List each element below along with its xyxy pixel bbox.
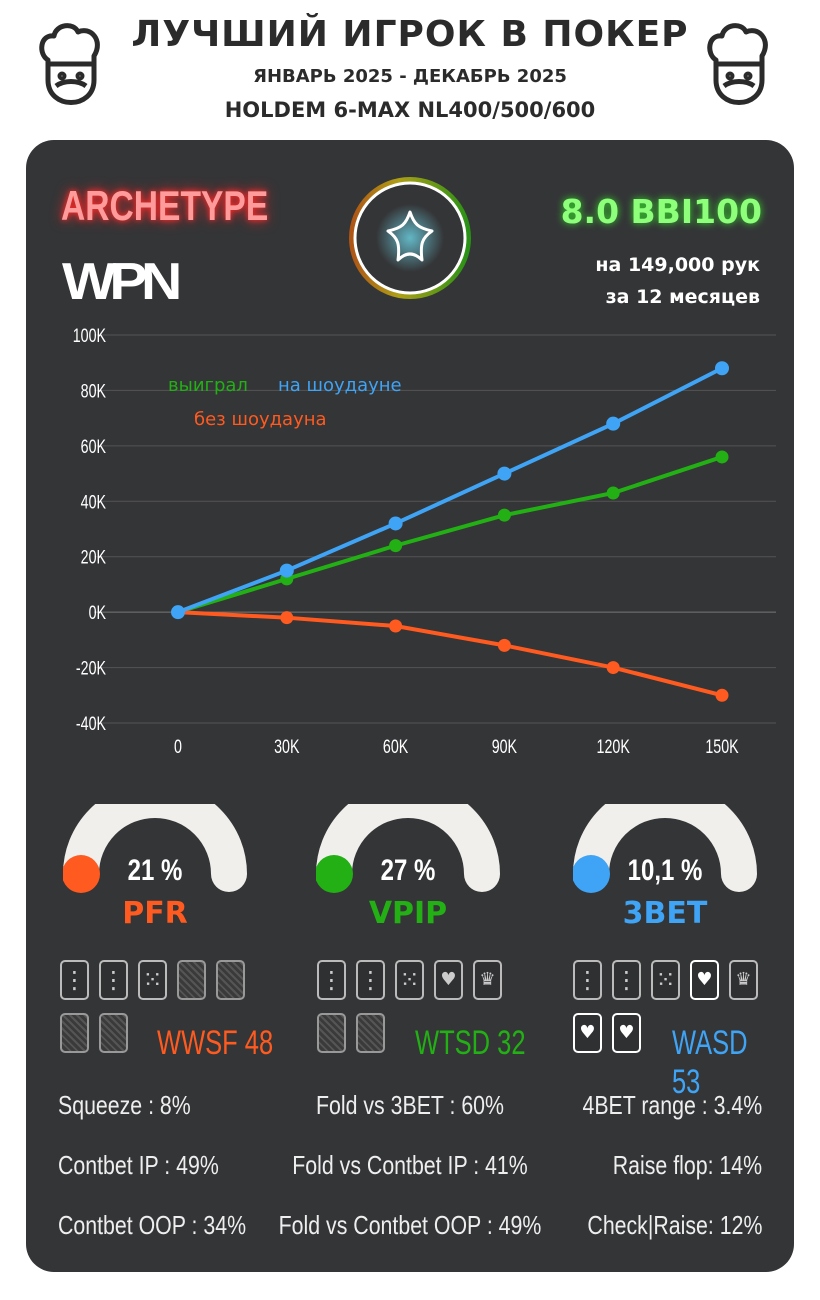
- stats-card: ARCHETYPE WPN 8.0 BBI100 на 149,000 рук …: [26, 140, 794, 1272]
- y-tick-label: 0K: [89, 602, 106, 623]
- gauge-indicator: [573, 855, 610, 893]
- legend-label: на шоудауне: [278, 375, 402, 396]
- card-stat-label: WWSF 48: [157, 1024, 274, 1062]
- network-logo: WPN: [62, 253, 182, 311]
- legend-label: выиграл: [168, 375, 248, 396]
- card-back-icon: [177, 960, 206, 1000]
- data-point: [280, 611, 294, 625]
- stat-item: Check|Raise: 12%: [586, 1210, 762, 1240]
- playing-card-icon: ♥: [690, 960, 719, 1000]
- playing-card-icon: ⋮: [317, 960, 346, 1000]
- playing-card-icon: ♛: [729, 960, 758, 1000]
- data-point: [279, 563, 294, 578]
- data-point: [497, 638, 511, 652]
- legend-label: без шоудауна: [194, 409, 327, 430]
- stat-item: Raise flop: 14%: [612, 1150, 762, 1180]
- data-point: [388, 516, 403, 531]
- x-tick-label: 120K: [597, 736, 630, 757]
- hands-count: на 149,000 рук: [595, 254, 760, 276]
- gauge-arc: [316, 804, 500, 893]
- card-back-icon: [99, 1013, 128, 1053]
- playing-card-icon: ⁙: [138, 960, 167, 1000]
- y-tick-label: 80K: [81, 380, 106, 401]
- data-point: [606, 661, 620, 675]
- star-icon: [349, 177, 471, 299]
- x-tick-label: 90K: [492, 736, 517, 757]
- stat-item: Fold vs 3BET : 60%: [315, 1090, 505, 1120]
- playing-card-icon: ⋮: [60, 960, 89, 1000]
- data-point: [497, 466, 512, 481]
- playing-card-icon: ⋮: [356, 960, 385, 1000]
- playing-card-icon: ⁙: [651, 960, 680, 1000]
- gauge-arc: [573, 804, 757, 893]
- data-point: [606, 486, 620, 500]
- gauge-indicator: [63, 855, 100, 893]
- gauge-value: 21 %: [127, 854, 183, 887]
- stat-item: Squeeze : 8%: [58, 1090, 191, 1120]
- data-point: [715, 688, 729, 702]
- data-point: [389, 539, 403, 553]
- gauge-3bet: 10,1 % 3BET: [573, 804, 757, 934]
- playing-card-icon: ⋮: [99, 960, 128, 1000]
- playing-card-icon: ♥: [573, 1013, 602, 1053]
- stat-item: Contbet OOP : 34%: [58, 1210, 247, 1240]
- gauge-arc: [63, 804, 247, 893]
- playing-card-icon: ♛: [473, 960, 502, 1000]
- chef-icon: [707, 23, 768, 105]
- playing-card-icon: ♥: [434, 960, 463, 1000]
- data-point: [497, 508, 511, 522]
- archetype-label: ARCHETYPE: [61, 182, 269, 229]
- y-tick-label: 60K: [81, 436, 106, 457]
- series-line: [177, 455, 723, 615]
- stat-item: Contbet IP : 49%: [58, 1150, 219, 1180]
- period: ЯНВАРЬ 2025 - ДЕКАБРЬ 2025: [253, 66, 567, 87]
- card-back-icon: [60, 1013, 89, 1053]
- playing-card-icon: ♥: [612, 1013, 641, 1053]
- gauge-pfr: 21 % PFR: [63, 804, 247, 934]
- y-tick-label: -20K: [76, 658, 106, 679]
- data-point: [715, 450, 729, 464]
- card-stat-label: WTSD 32: [415, 1024, 526, 1062]
- data-point: [171, 605, 185, 620]
- chef-icon: [39, 23, 100, 105]
- x-tick-label: 30K: [274, 736, 299, 757]
- playing-card-icon: ⋮: [573, 960, 602, 1000]
- y-tick-label: 100K: [73, 325, 106, 346]
- data-point: [389, 619, 403, 633]
- series-line: [177, 610, 723, 698]
- card-back-icon: [216, 960, 245, 1000]
- data-point: [715, 361, 729, 376]
- gauge-label: VPIP: [368, 896, 448, 931]
- page-title: ЛУЧШИЙ ИГРОК В ПОКЕР: [131, 14, 689, 55]
- winnings-chart: 100K 80K 60K 40K 20K 0K -20K -40K 0 30K 60K 90K 120K…: [73, 325, 776, 758]
- stat-item: Fold vs Contbet OOP : 49%: [278, 1210, 542, 1240]
- gauge-value: 27 %: [380, 854, 436, 887]
- y-tick-label: 20K: [81, 547, 106, 568]
- game-type: HOLDEM 6-MAX NL400/500/600: [224, 98, 596, 122]
- card-back-icon: [317, 1013, 346, 1053]
- playing-card-icon: ⋮: [612, 960, 641, 1000]
- winrate: 8.0 BBI100: [560, 192, 762, 231]
- x-tick-label: 0: [174, 736, 182, 757]
- gauge-label: 3BET: [622, 896, 708, 931]
- gauge-indicator: [316, 855, 353, 893]
- playing-card-icon: ⁙: [395, 960, 424, 1000]
- stat-item: Fold vs Contbet IP : 41%: [292, 1150, 528, 1180]
- months-count: за 12 месяцев: [605, 286, 760, 308]
- card-back-icon: [356, 1013, 385, 1053]
- stat-item: 4BET range : 3.4%: [582, 1090, 762, 1120]
- x-tick-label: 150K: [705, 736, 738, 757]
- y-tick-label: -40K: [76, 713, 106, 734]
- x-tick-label: 60K: [383, 736, 408, 757]
- card-stat-label: WASD 53: [672, 1024, 748, 1101]
- y-tick-label: 40K: [81, 491, 106, 512]
- gauge-value: 10,1 %: [627, 854, 703, 887]
- data-point: [606, 416, 621, 431]
- gauge-vpip: 27 % VPIP: [316, 804, 500, 934]
- series-line: [177, 366, 723, 615]
- gauge-label: PFR: [122, 896, 188, 931]
